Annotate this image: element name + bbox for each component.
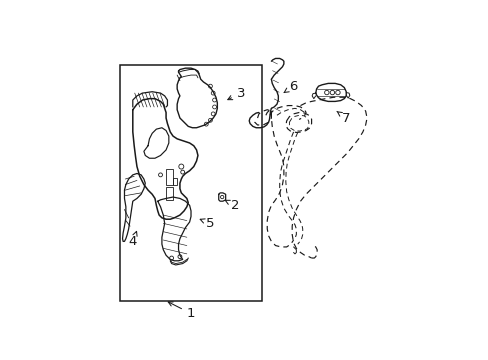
- Bar: [173, 177, 177, 185]
- Text: 3: 3: [227, 87, 244, 100]
- Bar: [166, 169, 173, 185]
- Text: 4: 4: [128, 231, 137, 248]
- Text: 2: 2: [225, 199, 239, 212]
- Text: 6: 6: [284, 80, 297, 93]
- Text: 5: 5: [200, 217, 214, 230]
- Bar: [120, 66, 261, 301]
- Text: 7: 7: [336, 111, 350, 125]
- Bar: [166, 187, 173, 200]
- Text: 1: 1: [168, 302, 195, 320]
